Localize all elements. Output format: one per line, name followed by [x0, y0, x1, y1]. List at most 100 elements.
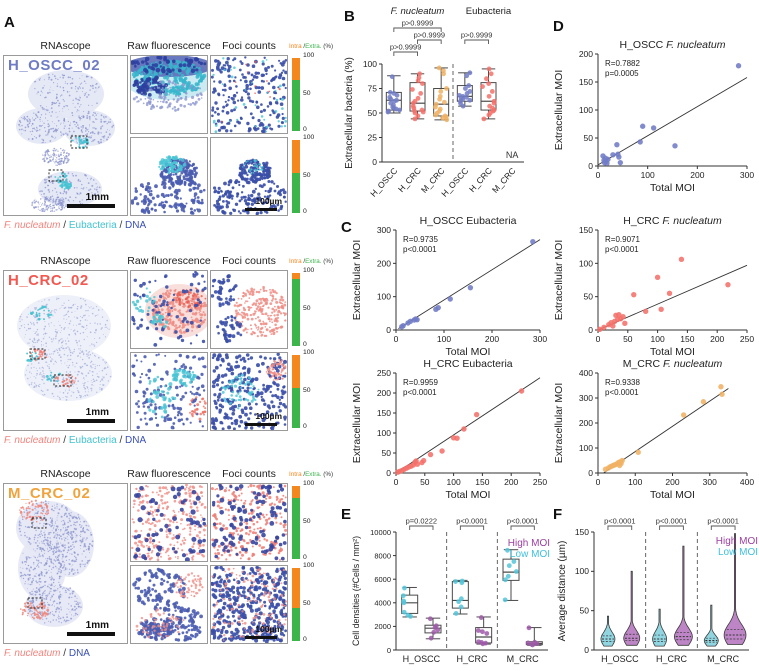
stat-p: p=0.0005 — [605, 69, 639, 78]
raw-fluorescence-top-image — [130, 270, 208, 349]
intra-extra-colorbar: 100 50 0 — [292, 267, 326, 349]
colorbar-tick: 100 — [303, 267, 315, 274]
x-tick-label: H_CRC — [467, 166, 494, 194]
average-distance-violinplot: 0 50 100 150 Average distance (µm) p<0.0001 H_… — [556, 506, 759, 669]
x-tick-label: H_OSCC — [368, 166, 399, 199]
group-header: F. nucleatum — [391, 6, 445, 17]
y-axis-label: Extracellular MOI — [351, 383, 363, 464]
intra-extra-legend-part: (%) — [321, 43, 334, 50]
colorbar-tick: 0 — [303, 208, 307, 215]
y-axis-label: Extracellular MOI — [351, 240, 363, 321]
colorbar-tick: 0 — [303, 636, 307, 643]
panel-a-label: A — [4, 14, 15, 31]
x-tick-label: M_CRC — [490, 166, 518, 195]
tissue-graphic — [17, 295, 112, 401]
intra-extra-colorbar: 100 50 0 — [292, 349, 326, 431]
stain-caption-part: / — [116, 220, 126, 231]
intra-extra-legend-part: (%) — [321, 258, 334, 265]
chart-title: H_CRC Eubacteria — [423, 358, 512, 370]
stain-caption-part: Eubacteria — [68, 435, 117, 446]
colorbar-tick: 100 — [303, 134, 315, 141]
colorbar-tick: 0 — [303, 126, 307, 133]
x-tick-label: H_OSCC — [601, 654, 639, 664]
scalebar-label: 1mm — [85, 192, 109, 203]
column-header-raw-fluorescence: Raw fluorescence — [127, 255, 211, 267]
h-oscc-eubacteria-scatter: 0 100 200 300 0 100 200 300 H_OSCC Eubacteria R=0… — [350, 214, 552, 360]
p-value: p>0.9999 — [461, 31, 493, 40]
colorbar-tick: 0 — [303, 341, 307, 348]
intra-extra-colorbar: 100 50 0 — [292, 562, 326, 644]
colorbar-tick: 0 — [303, 423, 307, 430]
column-header-foci-counts: Foci counts — [222, 468, 276, 480]
foci-counts-top-image — [210, 270, 288, 349]
stat-r: R=0.9959 — [403, 378, 438, 387]
inset-scalebar-label: 100µm — [255, 624, 282, 634]
foci-counts-bottom-image: 100µm — [210, 137, 288, 216]
x-tick-label: H_CRC — [456, 654, 488, 664]
colorbar-tick: 0 — [303, 554, 307, 561]
p-value: p<0.0001 — [604, 517, 636, 526]
stain-caption: F. nucleatum / Eubacteria / DNA — [4, 220, 146, 231]
raw-fluorescence-bottom-image — [130, 137, 208, 216]
x-axis-label: Total MOI — [650, 182, 695, 194]
stain-caption: F. nucleatum / Eubacteria / DNA — [4, 435, 146, 446]
intra-extra-legend-part: / — [301, 258, 306, 265]
intra-extra-colorbar: 100 50 0 — [292, 134, 326, 216]
column-header-rnascope: RNAscope — [40, 40, 91, 52]
raw-fluorescence-top-image — [130, 483, 208, 562]
x-tick-label: M_CRC — [707, 654, 740, 664]
legend-low-moi: Low MOI — [510, 549, 550, 560]
colorbar-tick: 100 — [303, 52, 315, 59]
inset-scalebar-label: 100µm — [255, 196, 282, 206]
intra-extra-legend-part: Intra — [289, 258, 302, 265]
x-axis-label: Total MOI — [650, 346, 695, 358]
colorbar-tick: 50 — [303, 171, 311, 179]
stat-p: p<0.0001 — [605, 388, 639, 397]
p-value: p<0.0001 — [656, 517, 688, 526]
intra-extra-legend-part: Extra. — [305, 258, 322, 265]
panel-d-label: D — [553, 18, 564, 35]
stain-caption-part: DNA — [125, 220, 147, 231]
inset-scalebar — [245, 423, 277, 426]
x-tick-label: H_CRC — [396, 166, 423, 194]
chart-title: H_CRC F. nucleatum — [623, 215, 722, 227]
stain-caption-part: F. nucleatum — [4, 220, 61, 231]
cell-densities-boxplot: 0 2000 4000 6000 8000 10000 Cell densities (#C… — [350, 506, 552, 669]
rnascope-image: H_OSCC_02 1mm — [3, 55, 128, 216]
stat-r: R=0.9338 — [605, 378, 640, 387]
stain-caption-part: / — [60, 220, 69, 231]
panel-a-row-h-oscc: RNAscope Raw fluorescence Foci counts In… — [0, 40, 340, 235]
intra-extra-legend: Intra /Extra. (%) — [289, 471, 333, 478]
legend-high-moi: High MOI — [508, 538, 550, 549]
stat-r: R=0.9735 — [403, 235, 438, 244]
column-header-foci-counts: Foci counts — [222, 255, 276, 267]
intra-extra-colorbar: 100 50 0 — [292, 480, 326, 562]
colorbar-tick: 100 — [303, 562, 315, 569]
y-axis-label: Average distance (µm) — [557, 541, 568, 642]
y-axis-label: Extracellular MOI — [553, 240, 565, 321]
rnascope-image: M_CRC_02 1mm — [3, 483, 128, 644]
y-axis-label: Extracellular MOI — [553, 383, 565, 464]
rnascope-image: H_CRC_02 1mm — [3, 270, 128, 431]
stain-caption: F. nucleatum / DNA — [4, 648, 90, 659]
panel-a-row-h-crc: RNAscope Raw fluorescence Foci counts In… — [0, 255, 340, 450]
column-header-rnascope: RNAscope — [40, 468, 91, 480]
raw-fluorescence-bottom-image — [130, 565, 208, 644]
column-header-raw-fluorescence: Raw fluorescence — [127, 468, 211, 480]
p-value: p<0.0001 — [507, 517, 539, 526]
colorbar-tick: 50 — [303, 304, 311, 312]
panel-e-label: E — [341, 506, 352, 523]
fit-line — [398, 239, 541, 330]
stain-caption-part: / — [60, 648, 69, 659]
p-value: p<0.0001 — [707, 517, 739, 526]
stat-r: R=0.9071 — [605, 235, 640, 244]
column-header-foci-counts: Foci counts — [222, 40, 276, 52]
inset-scalebar — [245, 208, 277, 211]
extracellular-bacteria-boxplot: 0 25 50 75 100 Extracellular bacteria (%) F. n… — [342, 2, 532, 216]
h-crc-fnucleatum-scatter: 0 50 100 150 200 250 0 50 100 150 H_CRC F. nucleat… — [552, 214, 759, 360]
legend-low-moi: Low MOI — [718, 547, 758, 558]
colorbar-tick: 100 — [303, 480, 315, 487]
fit-line — [597, 77, 748, 166]
p-value: p>0.9999 — [414, 31, 446, 40]
